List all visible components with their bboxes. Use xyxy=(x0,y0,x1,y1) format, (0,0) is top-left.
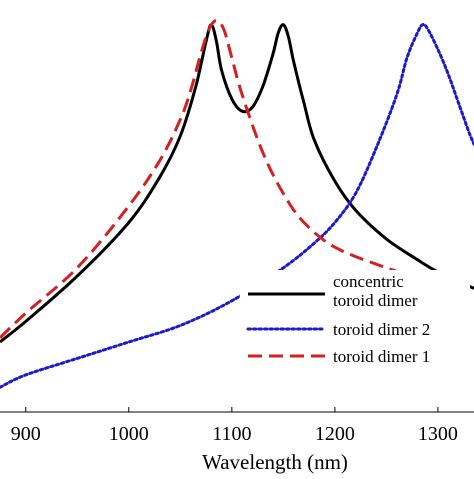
x-tick-label: 900 xyxy=(11,423,41,445)
x-tick-label: 1100 xyxy=(212,423,251,445)
legend-label-0: toroid dimer xyxy=(333,291,418,310)
series-line-1 xyxy=(0,22,474,389)
legend-label-2: toroid dimer 1 xyxy=(333,347,430,366)
series-line-2 xyxy=(0,19,439,339)
series-line-0 xyxy=(0,23,474,344)
x-ticks: 900 1000 1100 1200 1300 xyxy=(11,407,458,445)
x-tick-label: 1000 xyxy=(109,423,149,445)
x-tick-label: 1300 xyxy=(418,423,458,445)
legend-box xyxy=(240,270,470,380)
legend-label-1: toroid dimer 2 xyxy=(333,320,430,339)
x-tick-label: 1200 xyxy=(315,423,355,445)
legend-label-0: concentric xyxy=(333,272,404,291)
x-axis-label: Wavelength (nm) xyxy=(202,450,348,474)
plot-series xyxy=(0,19,474,389)
